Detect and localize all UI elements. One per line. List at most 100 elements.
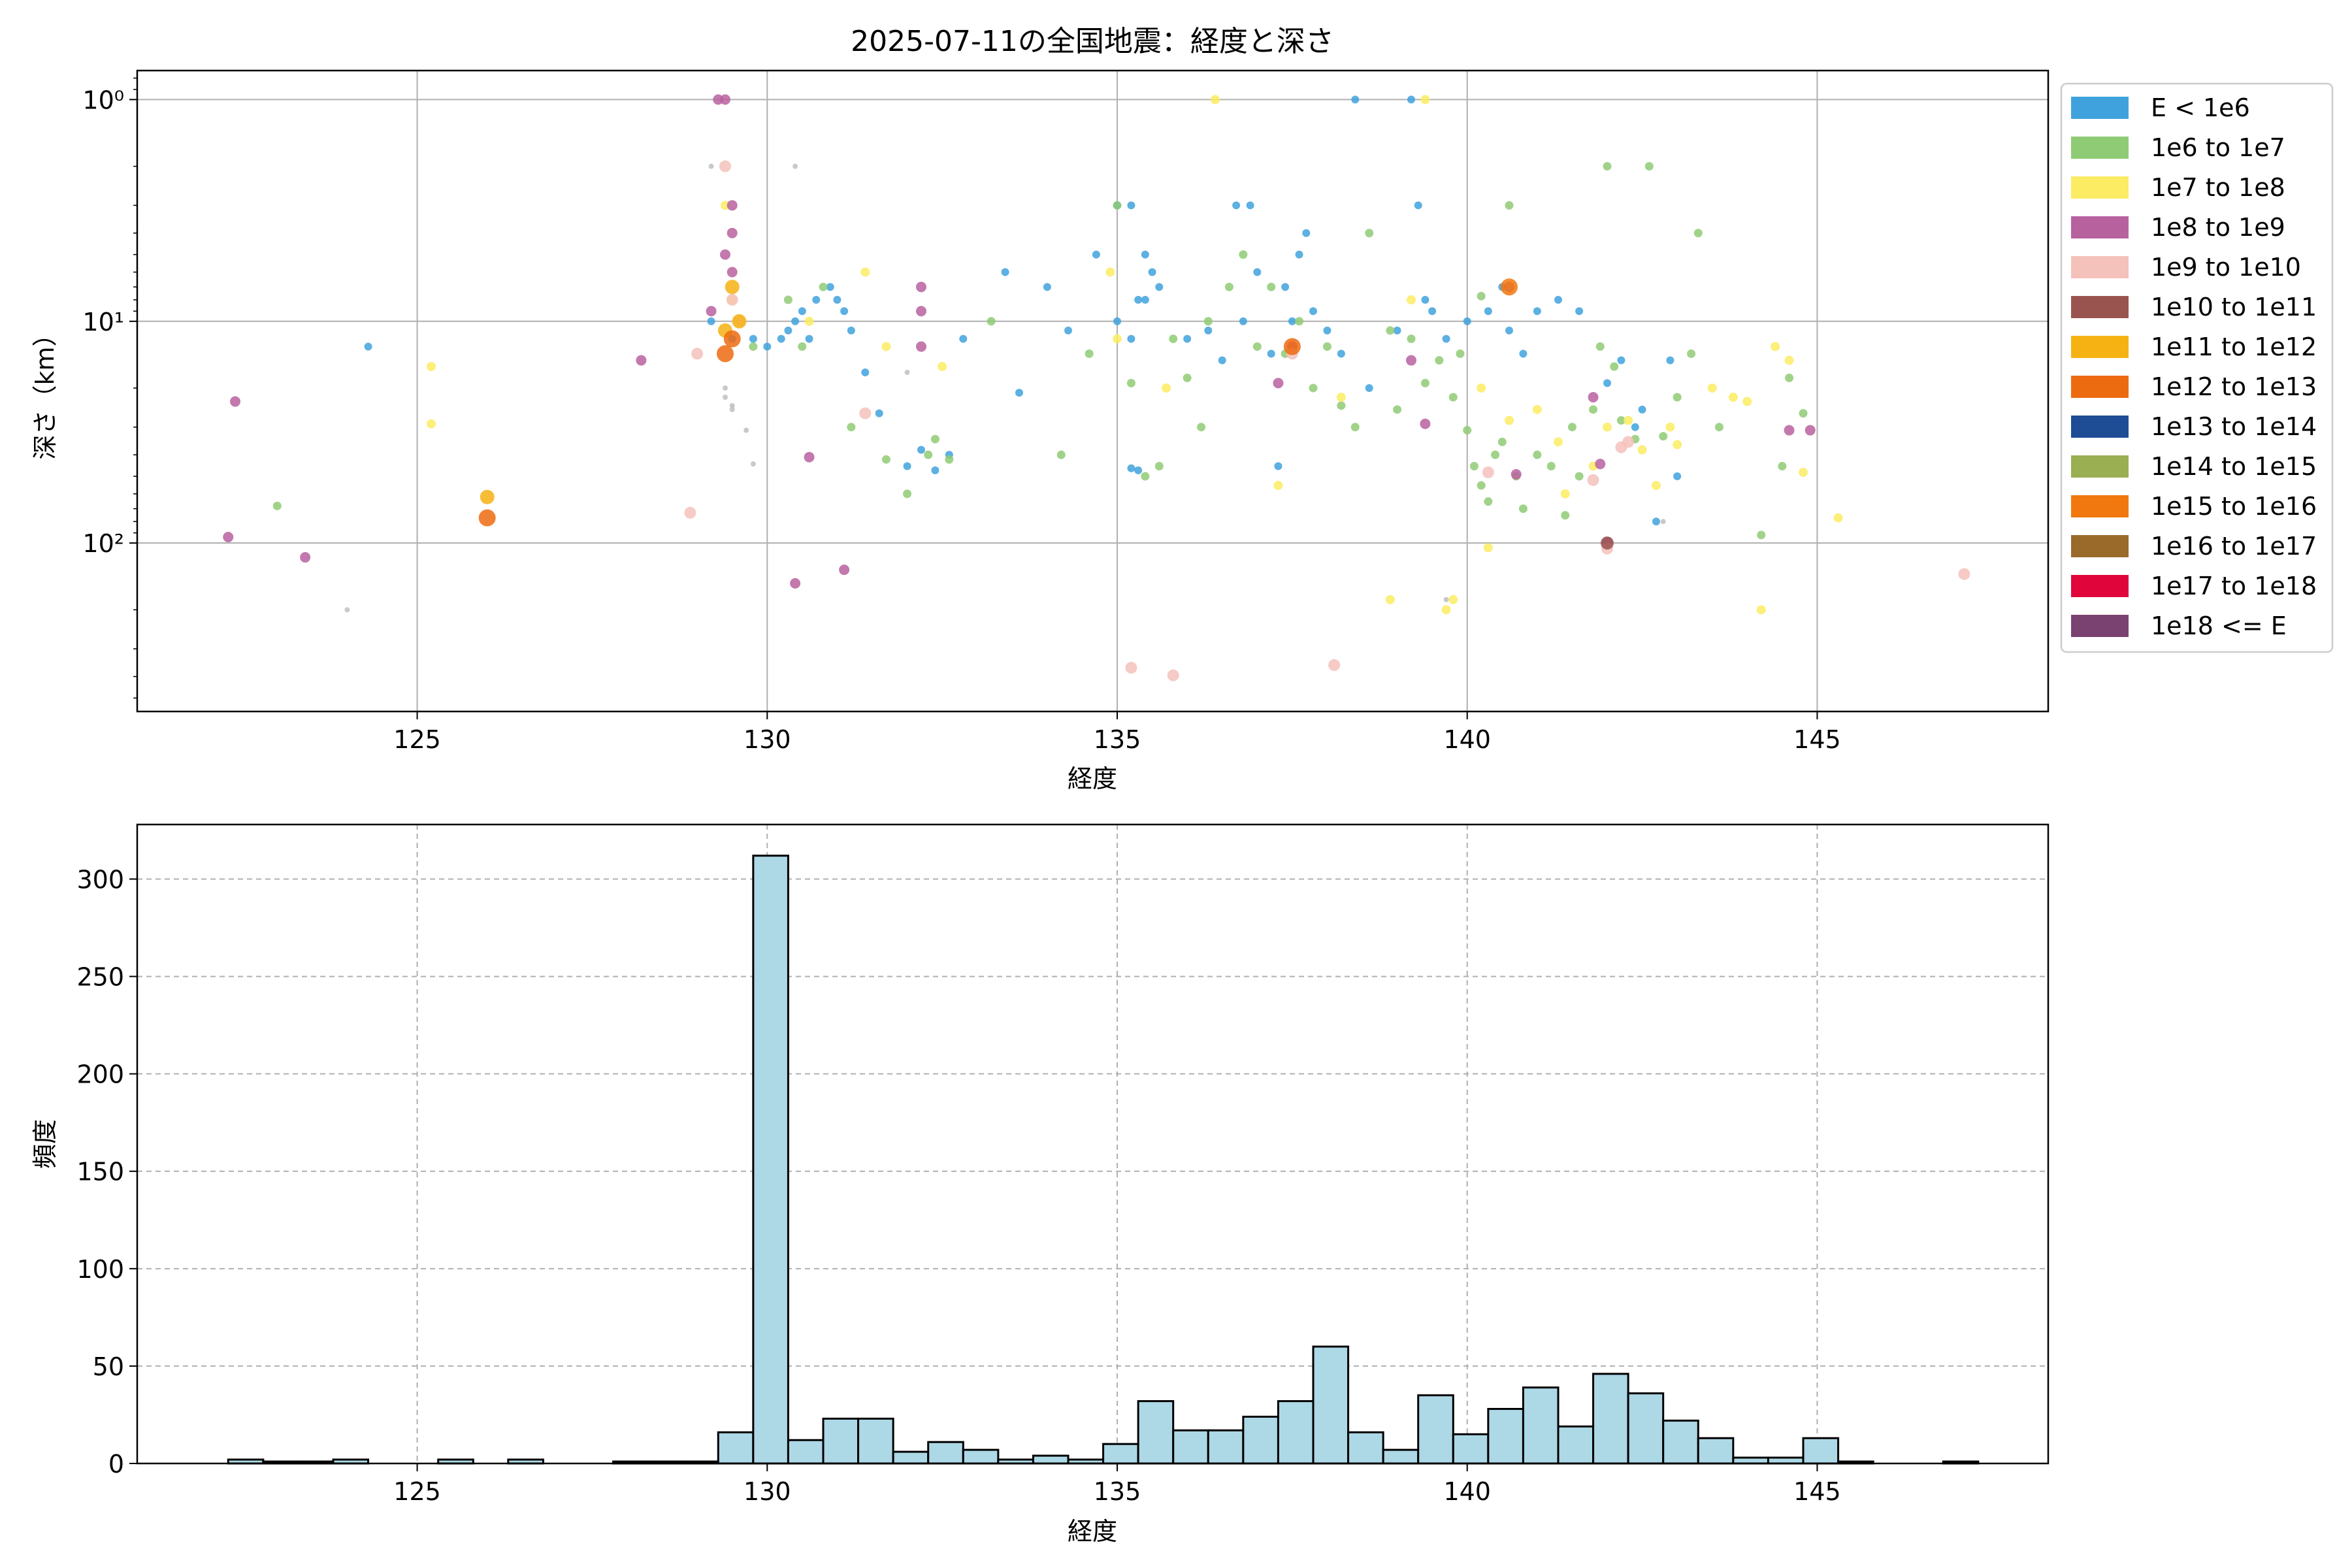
scatter-point [1673, 440, 1682, 449]
scatter-point [1043, 283, 1051, 291]
scatter-point [1169, 335, 1178, 344]
scatter-point [478, 509, 496, 527]
scatter-point [1323, 326, 1331, 335]
histogram-bar [1312, 1345, 1350, 1465]
scatter-y-axis-label: 深さ（km） [31, 321, 59, 459]
histogram-bar [1102, 1443, 1139, 1465]
scatter-point [847, 326, 855, 335]
histogram-y-axis-label: 頻度 [31, 1119, 59, 1169]
scatter-point [1126, 378, 1135, 387]
histogram-bars [227, 855, 1980, 1465]
histogram-x-tick-label: 140 [1443, 1477, 1491, 1506]
scatter-point [1224, 282, 1233, 291]
scatter-point [1595, 459, 1606, 470]
scatter-point [1113, 334, 1122, 344]
scatter-point [1162, 383, 1171, 393]
scatter-point [1756, 605, 1766, 615]
legend-label: 1e13 to 1e14 [2151, 412, 2317, 441]
scatter-point [1125, 662, 1137, 674]
histogram-bar [1557, 1425, 1595, 1465]
scatter-point [717, 345, 734, 363]
scatter-point [1197, 423, 1206, 432]
scatter-point [1497, 437, 1507, 446]
scatter-point [1567, 423, 1576, 432]
scatter-point [1546, 461, 1556, 470]
scatter-point [1554, 437, 1563, 447]
scatter-point [1085, 349, 1094, 358]
scatter-point [1644, 162, 1654, 171]
scatter-point [1624, 416, 1633, 425]
scatter-point [931, 466, 939, 474]
scatter-point [1001, 268, 1009, 276]
scatter-point [784, 326, 792, 335]
histogram-bar [1592, 1373, 1629, 1465]
scatter-point [1113, 201, 1122, 210]
scatter-point [1281, 283, 1290, 291]
scatter-point [930, 434, 939, 444]
histogram-bar [1767, 1456, 1805, 1465]
scatter-point [917, 446, 925, 454]
scatter-point [804, 451, 815, 463]
legend: E < 1e6 1e6 to 1e7 1e7 to 1e8 1e8 to 1e9 1e9… [2060, 82, 2334, 653]
histogram-bar [717, 1431, 755, 1465]
scatter-point [1183, 373, 1192, 382]
histogram-y-ticks: 0 50 100 150 200 250 300 [76, 865, 137, 1478]
scatter-point [1601, 536, 1614, 550]
scatter-point [1463, 426, 1472, 435]
scatter-point [1595, 342, 1605, 351]
histogram-panel: 125 130 135 140 145 0 50 100 150 200 250 300 経度 頻度 [31, 823, 2050, 1546]
scatter-point-minor [723, 385, 728, 391]
scatter-point-minor [1660, 519, 1666, 525]
scatter-point [1232, 201, 1241, 210]
scatter-point [1560, 489, 1570, 498]
scatter-point [1309, 384, 1318, 393]
scatter-x-tick-label: 135 [1094, 725, 1141, 754]
scatter-point [1420, 95, 1430, 105]
legend-label: E < 1e6 [2151, 93, 2250, 122]
scatter-point [1414, 201, 1422, 210]
scatter-point [1784, 425, 1795, 436]
scatter-point-minor [904, 369, 910, 375]
legend-swatch [2071, 535, 2129, 557]
scatter-point [1428, 307, 1437, 316]
scatter-point [1616, 416, 1625, 425]
scatter-point [1218, 356, 1226, 365]
scatter-point [1134, 295, 1143, 304]
scatter-point [1154, 461, 1164, 470]
scatter-point [720, 94, 730, 105]
scatter-point [1638, 405, 1646, 414]
legend-swatch [2071, 416, 2129, 438]
scatter-point [916, 306, 926, 317]
scatter-point [1687, 349, 1696, 358]
scatter-point [1665, 422, 1675, 432]
legend-swatch [2071, 256, 2129, 278]
scatter-point [1575, 472, 1584, 481]
scatter-point [732, 314, 747, 329]
histogram-bar [1277, 1400, 1315, 1465]
legend-swatch [2071, 615, 2129, 637]
scatter-point [1448, 393, 1458, 402]
histogram-x-tick-label: 135 [1094, 1477, 1141, 1506]
scatter-point [875, 409, 883, 417]
scatter-point [1441, 605, 1451, 615]
scatter-point [1239, 250, 1248, 259]
scatter-point [1015, 389, 1023, 397]
legend-label: 1e11 to 1e12 [2151, 333, 2317, 361]
scatter-point [300, 552, 311, 563]
scatter-point [1337, 350, 1345, 358]
scatter-point [1482, 466, 1494, 478]
histogram-y-tick-label: 250 [76, 963, 124, 992]
scatter-point [1141, 250, 1149, 259]
scatter-point [1365, 384, 1373, 392]
scatter-point [1778, 461, 1787, 470]
scatter-point [1295, 250, 1303, 259]
scatter-point [1533, 307, 1541, 316]
scatter-point [1420, 418, 1431, 429]
scatter-y-ticks: 10⁰ 10¹ 10² [82, 77, 137, 699]
scatter-point [364, 342, 372, 351]
scatter-point [1252, 342, 1262, 351]
scatter-point [1659, 432, 1668, 441]
scatter-point [1958, 568, 1970, 580]
scatter-point [1448, 595, 1458, 604]
scatter-point [727, 267, 738, 278]
